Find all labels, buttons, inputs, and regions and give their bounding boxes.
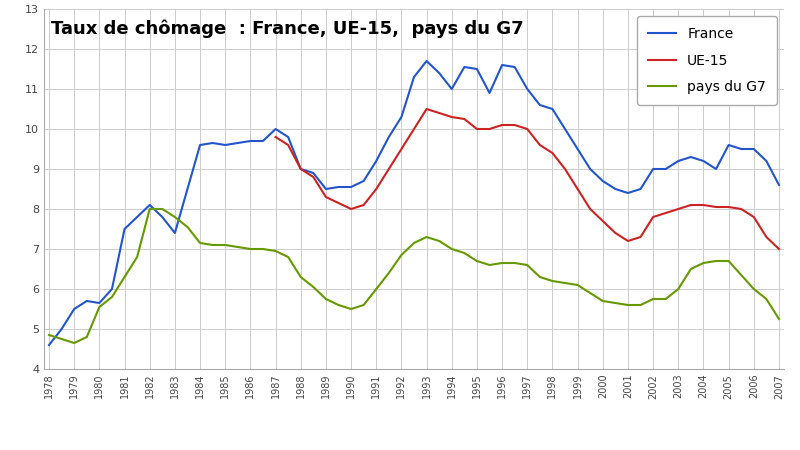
UE-15: [346, 206, 356, 211]
UE-15: [510, 122, 519, 128]
France: [233, 140, 242, 146]
UE-15: [774, 246, 784, 252]
UE-15: [283, 142, 293, 148]
UE-15: [334, 200, 343, 206]
UE-15: [598, 218, 607, 224]
pays du G7: [182, 224, 192, 230]
UE-15: [296, 166, 306, 172]
Text: Taux de chômage  : France, UE-15,  pays du G7: Taux de chômage : France, UE-15, pays du…: [51, 20, 524, 38]
pays du G7: [598, 298, 607, 304]
UE-15: [674, 206, 683, 211]
UE-15: [459, 116, 469, 122]
France: [774, 182, 784, 188]
UE-15: [610, 230, 620, 236]
UE-15: [724, 204, 734, 210]
UE-15: [535, 142, 545, 148]
UE-15: [711, 204, 721, 210]
pays du G7: [70, 340, 79, 346]
France: [434, 70, 444, 76]
UE-15: [636, 234, 646, 240]
UE-15: [749, 214, 758, 220]
UE-15: [309, 174, 318, 180]
France: [158, 214, 167, 220]
Line: UE-15: UE-15: [275, 109, 779, 249]
UE-15: [384, 166, 394, 172]
UE-15: [686, 202, 696, 208]
pays du G7: [258, 246, 268, 252]
UE-15: [422, 106, 431, 112]
France: [586, 166, 595, 172]
UE-15: [623, 238, 633, 244]
pays du G7: [145, 206, 154, 211]
UE-15: [573, 186, 582, 192]
France: [422, 58, 431, 64]
Legend: France, UE-15, pays du G7: France, UE-15, pays du G7: [637, 16, 777, 105]
UE-15: [371, 186, 381, 192]
UE-15: [548, 150, 558, 156]
UE-15: [472, 126, 482, 132]
UE-15: [485, 126, 494, 132]
UE-15: [648, 214, 658, 220]
UE-15: [522, 126, 532, 132]
pays du G7: [447, 246, 457, 252]
UE-15: [434, 110, 444, 116]
UE-15: [359, 202, 369, 208]
UE-15: [762, 234, 771, 240]
UE-15: [397, 146, 406, 152]
UE-15: [498, 122, 507, 128]
Line: pays du G7: pays du G7: [49, 209, 779, 343]
pays du G7: [132, 254, 142, 260]
UE-15: [560, 166, 570, 172]
UE-15: [321, 194, 330, 200]
pays du G7: [44, 332, 54, 338]
France: [44, 342, 54, 348]
UE-15: [409, 126, 419, 132]
pays du G7: [774, 316, 784, 322]
France: [120, 226, 130, 232]
UE-15: [447, 114, 457, 120]
UE-15: [586, 206, 595, 211]
France: [70, 306, 79, 312]
Line: France: France: [49, 61, 779, 345]
UE-15: [661, 210, 670, 216]
UE-15: [270, 134, 280, 140]
pays du G7: [82, 334, 91, 340]
UE-15: [737, 206, 746, 211]
UE-15: [698, 202, 708, 208]
